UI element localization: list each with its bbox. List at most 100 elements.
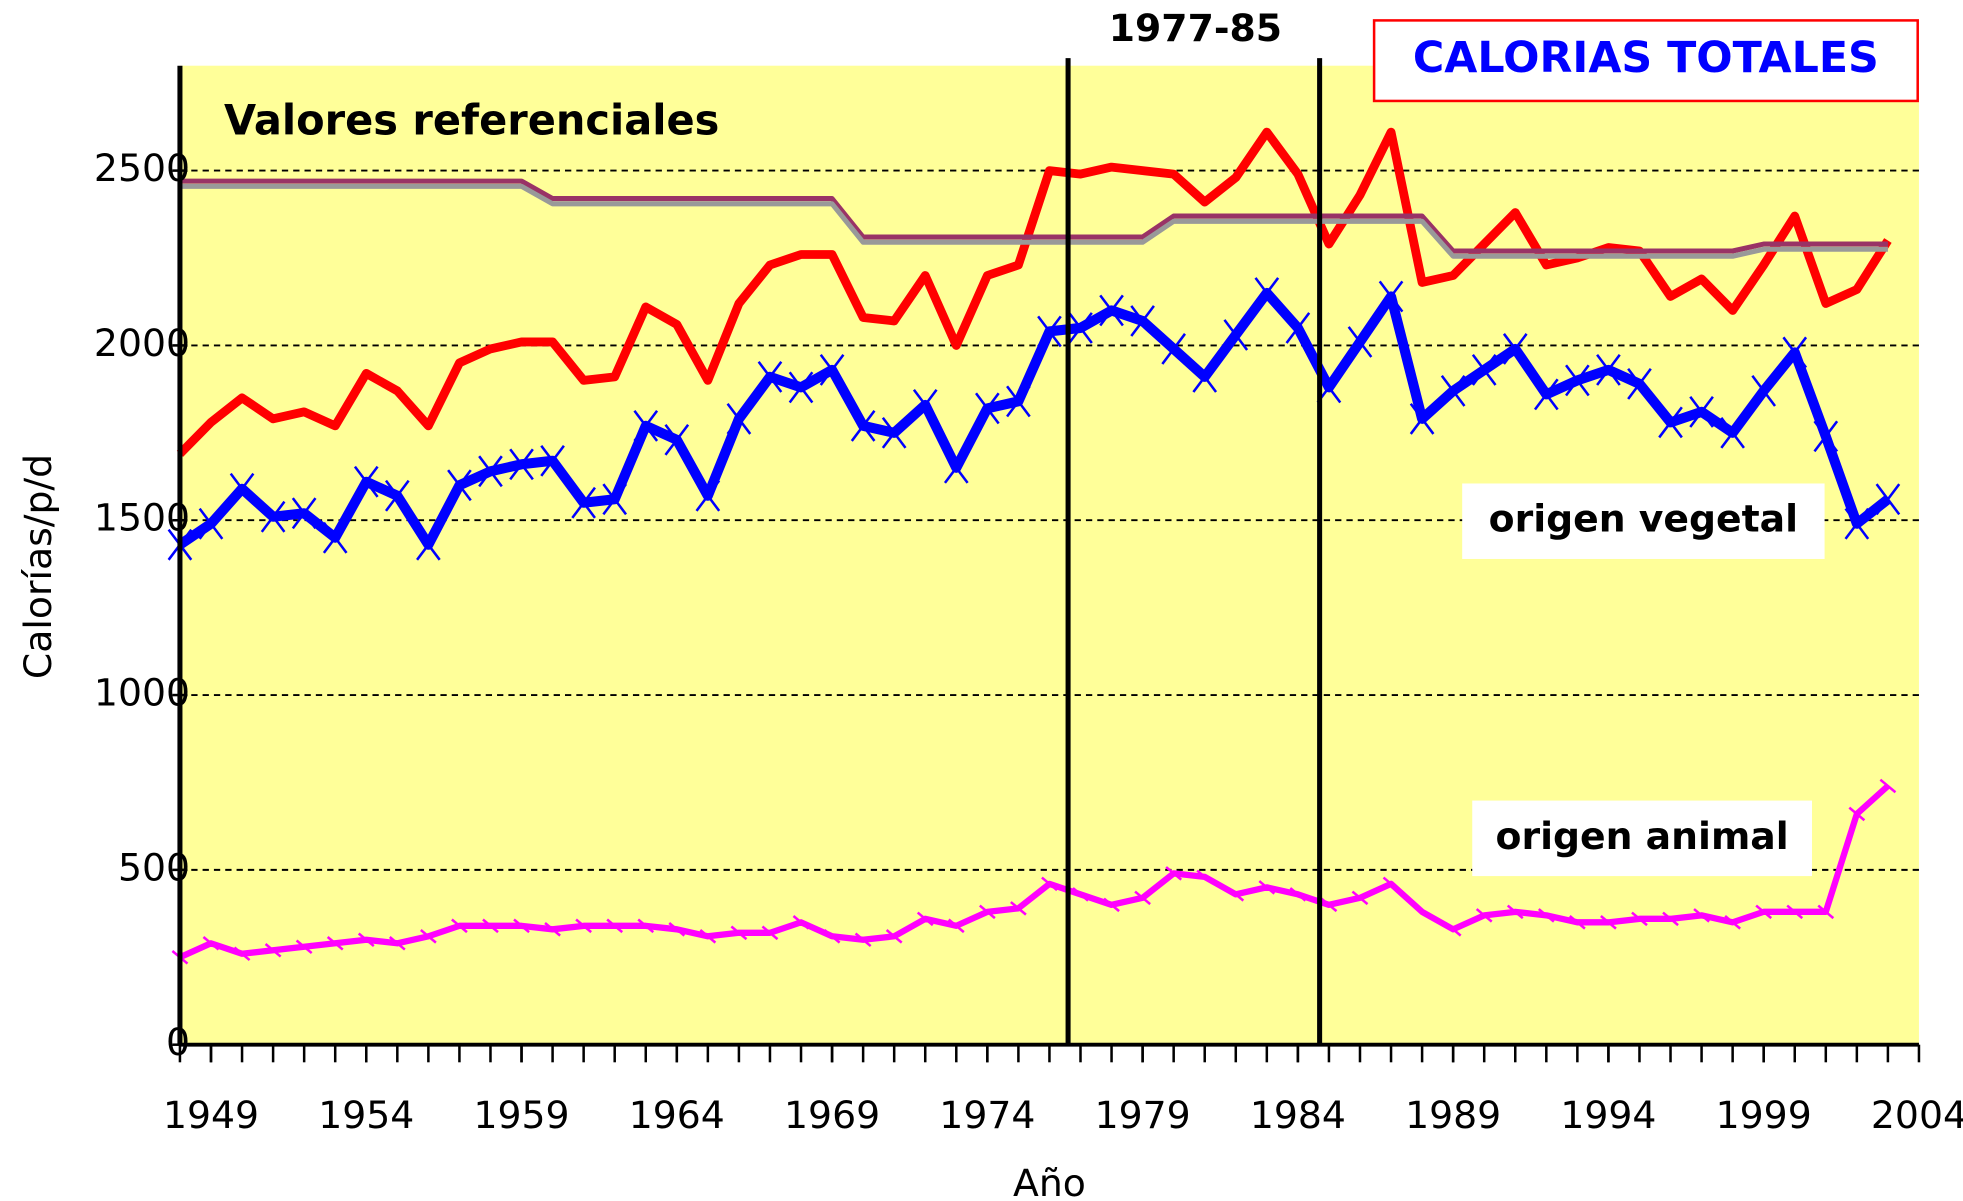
point-marker [264, 943, 282, 958]
point-marker [322, 521, 348, 554]
point-marker [1658, 406, 1683, 439]
x-tick-label: 1964 [629, 1093, 725, 1137]
point-marker [1848, 806, 1866, 822]
point-marker [637, 918, 655, 934]
point-marker [699, 929, 717, 944]
reference-label: Valores referenciales [224, 96, 719, 145]
point-marker [1378, 280, 1404, 313]
point-marker [420, 929, 437, 944]
point-marker [1072, 887, 1089, 902]
point-marker [1103, 897, 1120, 913]
point-marker [695, 479, 721, 512]
point-marker [788, 371, 814, 404]
point-marker [975, 392, 1000, 425]
point-marker [916, 911, 934, 927]
point-marker [326, 936, 344, 951]
point-marker [1010, 901, 1027, 916]
point-marker [1382, 876, 1400, 892]
x-tick-label: 2004 [1871, 1093, 1963, 1137]
point-marker [1134, 890, 1151, 906]
point-marker [606, 918, 624, 934]
point-marker [540, 444, 565, 477]
point-marker [229, 472, 255, 505]
point-marker [912, 389, 938, 421]
point-marker [1161, 333, 1186, 365]
point-marker [1693, 908, 1710, 923]
title-box [1372, 19, 1919, 103]
period-label: 1977-85 [1109, 6, 1282, 50]
point-marker [1471, 354, 1497, 386]
point-marker [633, 409, 659, 442]
y-tick-label: 2000 [94, 321, 190, 365]
x-tick-label: 1994 [1560, 1093, 1656, 1137]
point-marker [388, 936, 406, 951]
point-marker [1041, 876, 1058, 892]
point-marker [1285, 312, 1311, 344]
y-tick-label: 1000 [94, 671, 190, 715]
point-marker [1006, 385, 1031, 418]
point-marker [1347, 326, 1373, 358]
point-marker [1879, 778, 1897, 794]
point-marker [291, 497, 317, 530]
point-marker [1413, 904, 1431, 920]
point-marker [1192, 361, 1218, 393]
x-tick-label: 1949 [163, 1093, 259, 1137]
x-tick-label: 1979 [1095, 1093, 1191, 1137]
point-marker [1227, 887, 1245, 902]
x-tick-label: 1999 [1716, 1093, 1812, 1137]
point-marker [233, 946, 251, 962]
point-marker [295, 939, 313, 955]
point-marker [1755, 904, 1773, 920]
series-line [177, 287, 1892, 550]
point-marker [1786, 904, 1804, 920]
point-marker [1631, 911, 1648, 927]
point-marker [544, 922, 561, 937]
point-marker [1817, 904, 1835, 920]
point-marker [384, 479, 410, 512]
point-marker [1533, 378, 1559, 411]
point-marker [819, 354, 845, 386]
point-marker [575, 918, 592, 934]
point-marker [823, 929, 841, 944]
point-marker [943, 451, 969, 484]
point-marker [664, 423, 690, 456]
label-box [1472, 800, 1812, 877]
point-marker [478, 455, 503, 488]
point-marker [509, 448, 534, 481]
point-marker [1037, 315, 1062, 348]
point-marker [260, 500, 286, 533]
point-marker [726, 402, 752, 435]
point-marker [202, 936, 220, 951]
point-marker [1724, 915, 1741, 930]
point-marker [451, 918, 468, 934]
point-marker [353, 465, 379, 498]
x-tick-label: 1969 [784, 1093, 880, 1137]
point-marker [482, 918, 499, 934]
point-marker [885, 929, 903, 944]
point-marker [1720, 416, 1745, 449]
x-tick-label: 1959 [473, 1093, 569, 1137]
point-marker [1537, 908, 1555, 923]
point-marker [881, 416, 907, 449]
point-marker [1506, 904, 1524, 920]
vegetal-label: origen vegetal [1489, 497, 1798, 541]
point-marker [1289, 887, 1307, 902]
x-tick-label: 1984 [1250, 1093, 1346, 1137]
point-marker [947, 918, 965, 934]
point-marker [1875, 483, 1901, 516]
point-marker [730, 925, 748, 941]
point-marker [198, 507, 224, 540]
point-marker [513, 918, 530, 934]
y-tick-label: 2500 [94, 146, 190, 190]
point-marker [1351, 890, 1369, 906]
point-marker [1751, 375, 1777, 407]
series-line [179, 183, 1888, 259]
point-marker [792, 915, 810, 930]
point-marker [1689, 395, 1714, 428]
point-marker [1569, 915, 1586, 930]
label-box [1462, 483, 1825, 559]
point-marker [1320, 897, 1338, 913]
point-marker [571, 486, 596, 519]
point-marker [1099, 294, 1124, 327]
